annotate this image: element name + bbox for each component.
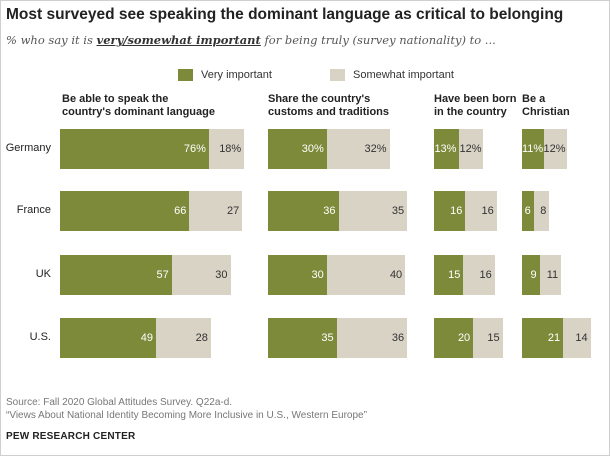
bar-label-very: 16	[450, 205, 463, 217]
brand-label: PEW RESEARCH CENTER	[6, 431, 136, 442]
row-label: UK	[35, 268, 51, 280]
bar-label-very: 11%	[522, 143, 544, 155]
panel-title: Be able to speak the country's dominant l…	[62, 93, 215, 119]
legend-label-very: Very important	[201, 69, 272, 81]
bar-somewhat-important	[326, 255, 406, 295]
bar-very-important	[60, 129, 209, 169]
source-line: Source: Fall 2020 Global Attitudes Surve…	[6, 397, 233, 408]
bar-somewhat-important	[473, 318, 503, 358]
bar-label-somewhat: 28	[195, 332, 208, 344]
bar-somewhat-important	[533, 191, 550, 231]
bar-somewhat-important	[465, 191, 497, 231]
bar-somewhat-important	[459, 129, 483, 169]
bar-label-very: 9	[530, 269, 537, 281]
legend-swatch-somewhat	[330, 69, 345, 81]
bar-label-somewhat: 12%	[543, 143, 566, 155]
bar-label-somewhat: 8	[540, 205, 547, 217]
panel-title: Share the country's customs and tradition…	[268, 93, 389, 119]
bar-somewhat-important	[543, 129, 568, 169]
bar-label-very: 66	[174, 205, 187, 217]
row-label: U.S.	[29, 331, 51, 343]
bar-somewhat-important	[326, 129, 390, 169]
panel-title-line: Share the country's	[268, 93, 371, 105]
panel-title-line: country's dominant language	[62, 106, 215, 118]
bar-label-somewhat: 12%	[459, 143, 482, 155]
bar-very-important	[60, 255, 172, 295]
chart-subtitle: % who say it is very/somewhat important …	[6, 33, 496, 47]
legend-somewhat-important: Somewhat important	[330, 69, 454, 81]
row-label: Germany	[5, 142, 51, 154]
source-note: Source: Fall 2020 Global Attitudes Surve…	[6, 396, 367, 422]
panel-title-line: Christian	[522, 106, 570, 118]
bar-very-important	[522, 318, 564, 358]
panel-title: Be a Christian	[522, 93, 570, 119]
legend-label-somewhat: Somewhat important	[353, 69, 454, 81]
panel-title-line: in the country	[434, 106, 507, 118]
bar-label-somewhat: 11	[546, 269, 559, 281]
bar-label-very: 30	[311, 269, 324, 281]
bar-label-somewhat: 36	[391, 332, 405, 344]
panel-title-line: Be able to speak the	[62, 93, 169, 105]
bar-somewhat-important	[171, 255, 231, 295]
bar-somewhat-important	[189, 191, 243, 231]
bar-very-important	[522, 191, 534, 231]
bar-very-important	[268, 255, 327, 295]
bar-very-important	[268, 191, 339, 231]
panel-title-line: Be a	[522, 93, 546, 105]
bar-very-important	[434, 318, 474, 358]
panel-title-line: customs and traditions	[268, 106, 390, 118]
bar-label-somewhat: 18%	[219, 143, 242, 155]
bar-very-important	[60, 318, 157, 358]
bar-label-very: 15	[448, 269, 461, 281]
bar-very-important	[522, 129, 544, 169]
bar-label-somewhat: 16	[481, 205, 494, 217]
source-line: “Views About National Identity Becoming …	[6, 410, 367, 421]
subtitle-prefix: % who say it is	[6, 33, 97, 47]
bar-very-important	[268, 129, 327, 169]
bar-very-important	[60, 191, 190, 231]
bar-very-important	[434, 255, 464, 295]
legend-swatch-very	[178, 69, 193, 81]
bar-somewhat-important	[539, 255, 562, 295]
legend-very-important: Very important	[178, 69, 272, 81]
bar-somewhat-important	[336, 318, 408, 358]
bar-very-important	[268, 318, 337, 358]
panel-title-line: Have been born	[434, 93, 517, 105]
bar-somewhat-important	[156, 318, 211, 358]
bar-label-somewhat: 15	[487, 332, 500, 344]
bar-somewhat-important	[338, 191, 408, 231]
bar-label-somewhat: 40	[389, 269, 403, 281]
bar-label-very: 49	[140, 332, 154, 344]
panel-title: Have been born in the country	[434, 93, 517, 119]
bar-label-somewhat: 16	[479, 269, 492, 281]
bar-label-very: 57	[156, 269, 169, 281]
row-label: France	[16, 204, 51, 216]
bar-label-very: 36	[323, 205, 336, 217]
bar-very-important	[522, 255, 540, 295]
bar-label-very: 20	[457, 332, 471, 344]
subtitle-emphasis: very/somewhat important	[96, 33, 261, 47]
bar-label-somewhat: 35	[391, 205, 405, 217]
bar-label-somewhat: 32%	[364, 143, 387, 155]
bar-somewhat-important	[463, 255, 495, 295]
bar-label-somewhat: 27	[227, 205, 240, 217]
subtitle-suffix: for being truly (survey nationality) to …	[260, 33, 496, 47]
bar-label-very: 21	[547, 332, 561, 344]
bar-label-somewhat: 30	[215, 269, 228, 281]
bar-label-very: 6	[524, 205, 531, 217]
bar-very-important	[434, 191, 466, 231]
bar-somewhat-important	[208, 129, 245, 169]
bar-label-very: 13%	[434, 143, 457, 155]
bar-somewhat-important	[563, 318, 591, 358]
bar-very-important	[434, 129, 460, 169]
bar-label-very: 76%	[183, 143, 206, 155]
chart-title: Most surveyed see speaking the dominant …	[6, 6, 564, 23]
bar-label-very: 30%	[301, 143, 324, 155]
bar-label-somewhat: 14	[575, 332, 588, 344]
bar-label-very: 35	[321, 332, 334, 344]
